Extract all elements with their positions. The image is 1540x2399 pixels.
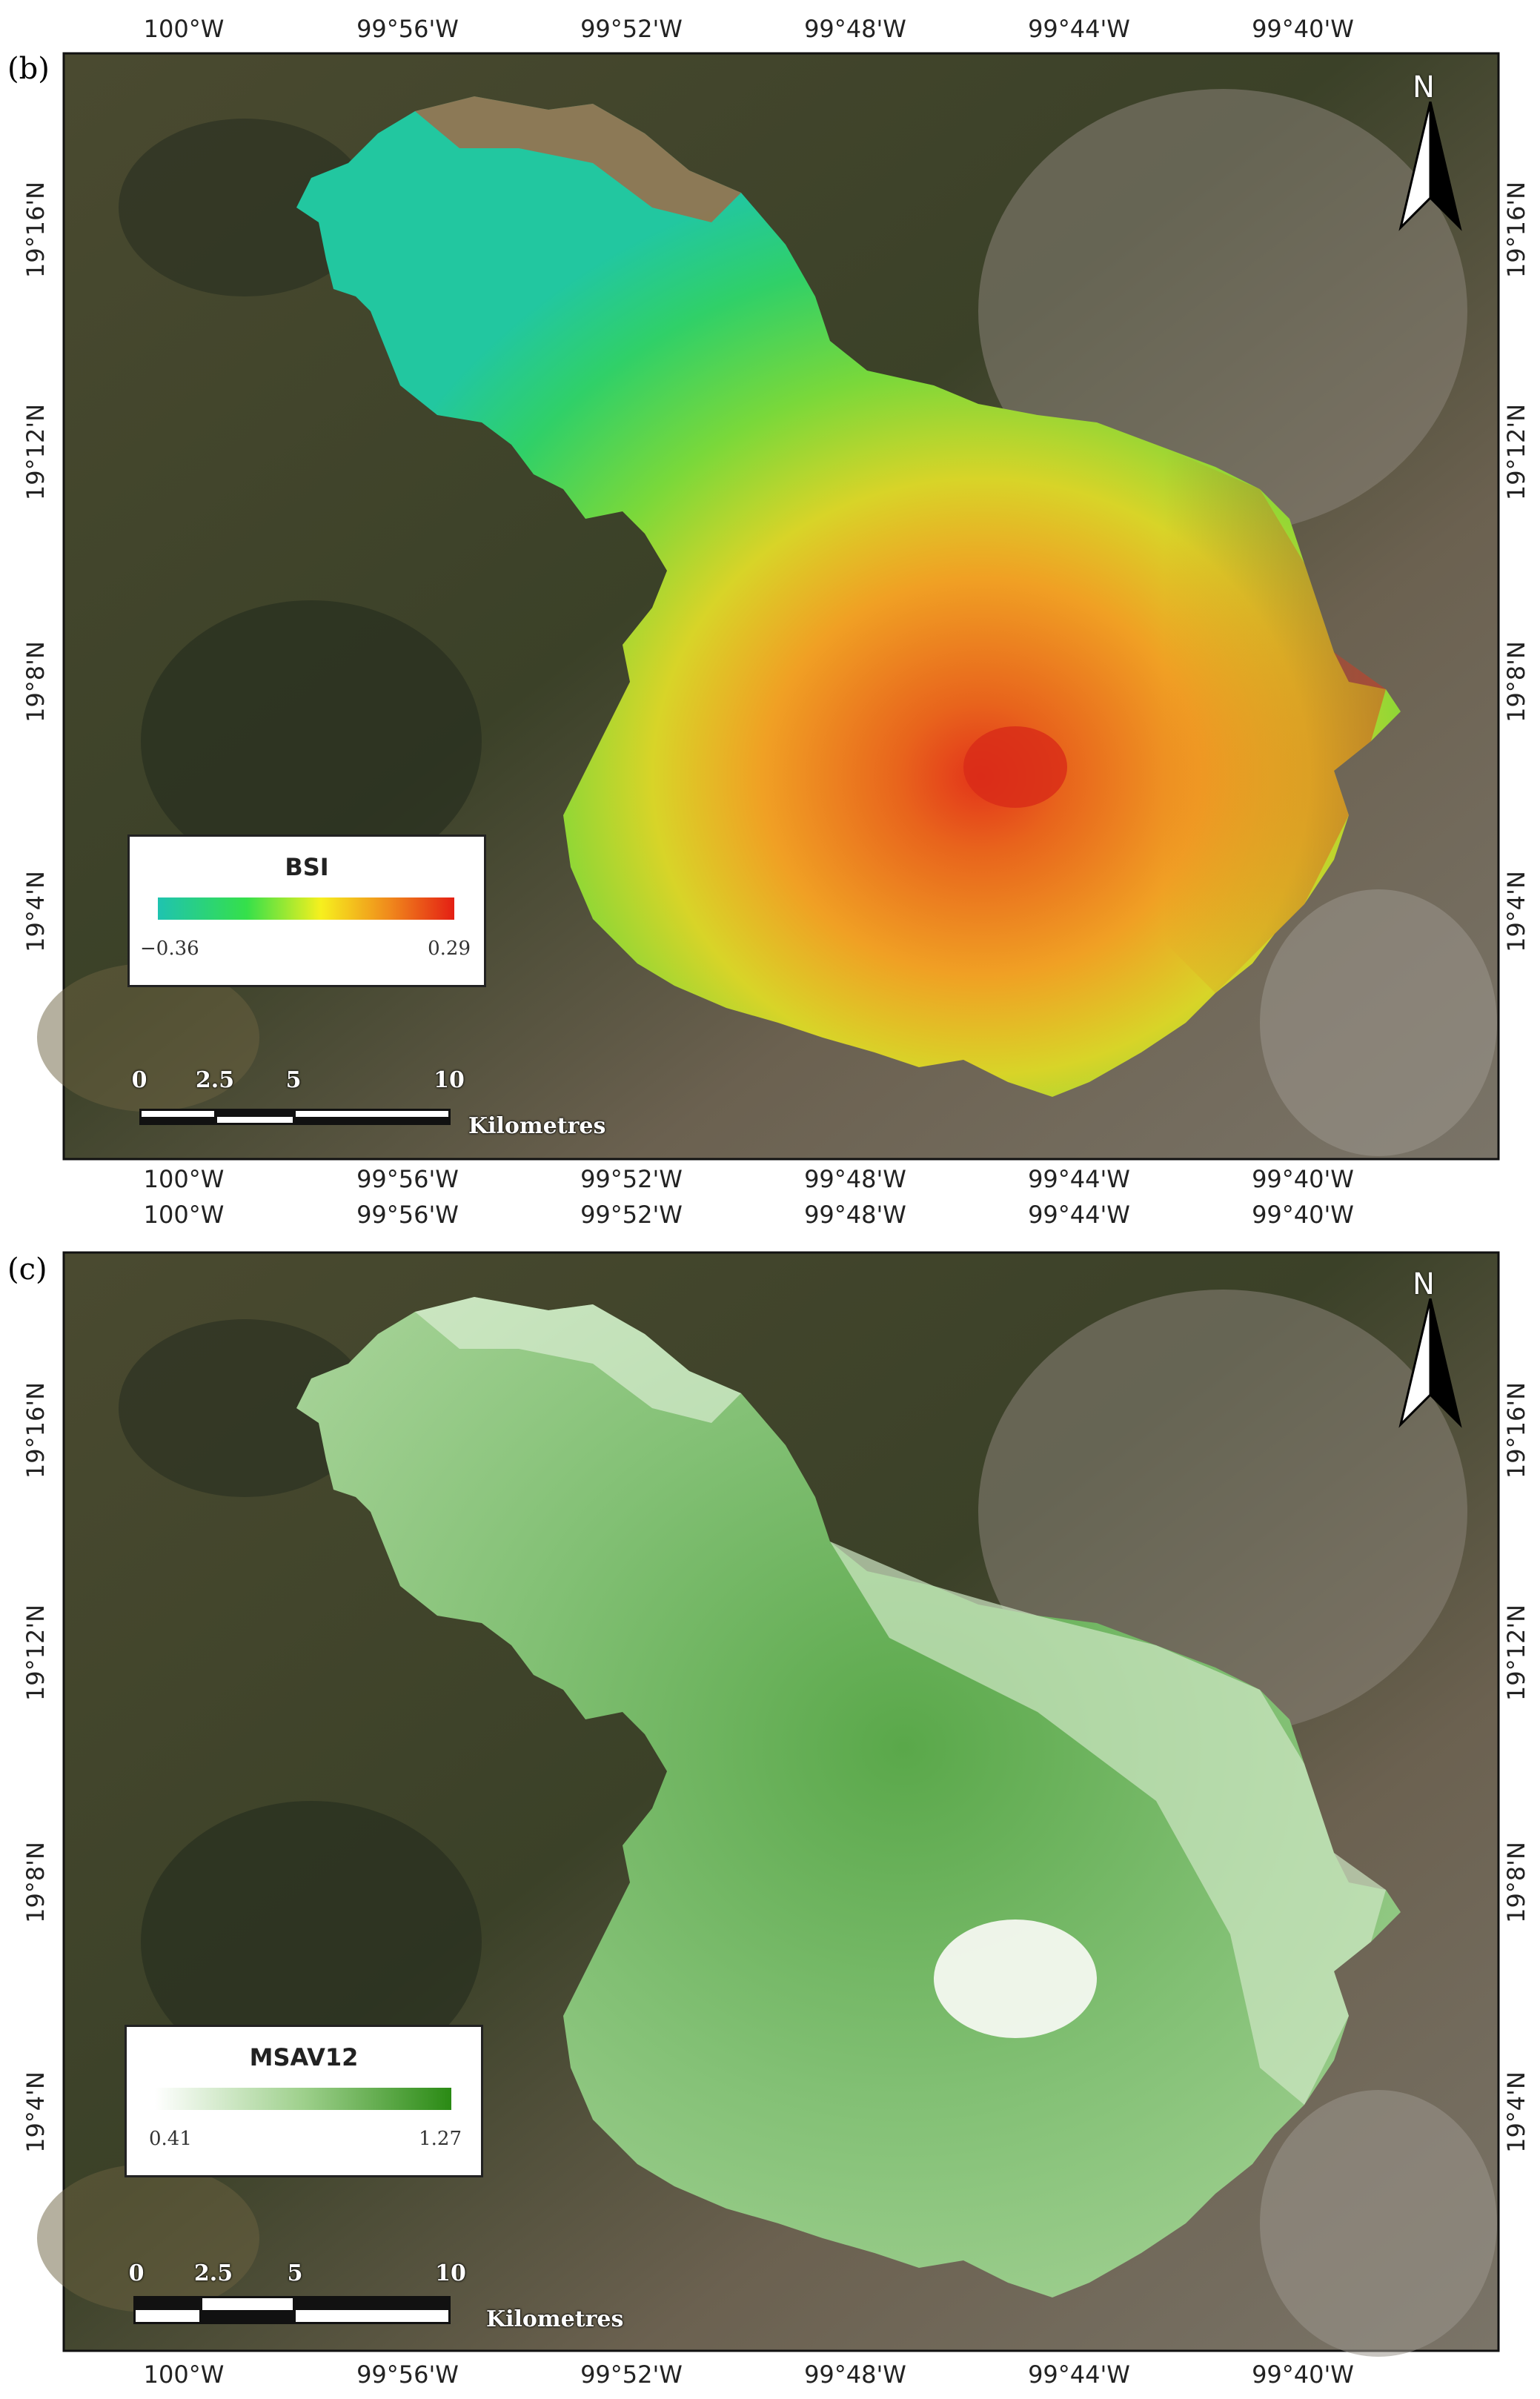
- scale-bar: 0 2.5 5 10 Kilometres: [131, 1067, 652, 1149]
- lon-tick-bottom: 99°40'W: [1252, 2360, 1354, 2389]
- scale-tick: 5: [287, 2260, 303, 2286]
- forest-patch: [119, 119, 371, 296]
- lon-tick-bottom: 99°44'W: [1028, 1165, 1130, 1193]
- legend-color-ramp: [158, 897, 454, 920]
- legend-max: 1.27: [419, 2128, 462, 2150]
- lat-tick-right: 19°8'N: [1502, 1842, 1530, 1923]
- farmland: [37, 2164, 259, 2312]
- bsi-overlay-north-rim: [415, 96, 741, 222]
- lon-tick-bottom: 99°56'W: [356, 1165, 459, 1193]
- panel-label: (b): [7, 52, 50, 86]
- lat-tick-right: 19°12'N: [1502, 1604, 1530, 1702]
- lon-tick-top: 99°56'W: [356, 15, 459, 43]
- scale-tick: 5: [285, 1067, 302, 1093]
- scale-segment: [133, 2296, 202, 2324]
- lon-tick-bottom: 99°44'W: [1028, 2360, 1130, 2389]
- lon-tick-bottom: 99°52'W: [580, 1165, 683, 1193]
- legend-bsi: BSI −0.36 0.29: [127, 834, 486, 987]
- lat-tick-right: 19°4'N: [1502, 2071, 1530, 2153]
- lat-tick-left: 19°4'N: [21, 871, 50, 952]
- map-frame-c: [37, 1251, 1500, 2357]
- lon-tick-bottom: 100°W: [143, 1165, 225, 1193]
- lat-tick-left: 19°8'N: [21, 1842, 50, 1923]
- lat-tick-left: 19°4'N: [21, 2071, 50, 2153]
- scale-segment: [293, 2296, 451, 2324]
- lat-tick-right: 19°16'N: [1502, 181, 1530, 279]
- scale-units: Kilometres: [468, 1113, 606, 1139]
- lat-tick-right: 19°12'N: [1502, 403, 1530, 501]
- lat-tick-left: 19°8'N: [21, 641, 50, 723]
- urban-area: [1260, 889, 1497, 1156]
- urban-area: [1260, 2090, 1497, 2357]
- scale-units: Kilometres: [486, 2306, 624, 2332]
- lon-tick-bottom: 99°48'W: [804, 1165, 906, 1193]
- lon-tick-bottom: 99°48'W: [804, 2360, 906, 2389]
- legend-msavi: MSAV12 0.41 1.27: [125, 2025, 483, 2177]
- north-label: N: [1413, 70, 1435, 104]
- scale-segment: [139, 1109, 216, 1125]
- panel-c: (c) 100°W 99°56'W 99°52'W 99°48'W 99°44'…: [0, 1193, 1540, 2399]
- scale-tick: 2.5: [193, 2260, 233, 2286]
- forest-patch: [119, 1319, 371, 1497]
- panel-b: (b) 100°W 99°56'W 99°52'W 99°48'W 99°44'…: [0, 0, 1540, 1193]
- lon-tick-top: 99°40'W: [1252, 15, 1354, 43]
- urban-area: [978, 89, 1467, 534]
- lat-tick-left: 19°16'N: [21, 181, 50, 279]
- lon-tick-top: 99°48'W: [804, 1201, 906, 1229]
- lon-tick-top: 99°52'W: [580, 1201, 683, 1229]
- lon-tick-top: 99°44'W: [1028, 15, 1130, 43]
- scale-tick: 0: [128, 2260, 145, 2286]
- lat-tick-left: 19°12'N: [21, 403, 50, 501]
- legend-min: 0.41: [149, 2128, 192, 2150]
- lon-tick-top: 100°W: [143, 15, 225, 43]
- lon-tick-top: 100°W: [143, 1201, 225, 1229]
- lat-tick-left: 19°16'N: [21, 1381, 50, 1479]
- lon-tick-bottom: 99°40'W: [1252, 1165, 1354, 1193]
- lon-tick-top: 99°40'W: [1252, 1201, 1354, 1229]
- lon-tick-top: 99°44'W: [1028, 1201, 1130, 1229]
- lon-tick-bottom: 100°W: [143, 2360, 225, 2389]
- legend-title: MSAV12: [249, 2043, 359, 2071]
- scale-segment: [293, 1109, 451, 1125]
- scale-tick: 2.5: [195, 1067, 235, 1093]
- lon-tick-bottom: 99°52'W: [580, 2360, 683, 2389]
- north-arrow-icon: [1398, 102, 1462, 231]
- urban-area: [978, 1290, 1467, 1734]
- bsi-crater: [963, 726, 1067, 808]
- lon-tick-top: 99°48'W: [804, 15, 906, 43]
- msavi-overlay-north-rim: [415, 1297, 741, 1423]
- lon-tick-bottom: 99°56'W: [356, 2360, 459, 2389]
- map-frame-b: [37, 52, 1500, 1161]
- msavi-overlay-east-rim: [830, 1542, 1386, 2105]
- forest-patch: [141, 1801, 482, 2083]
- legend-min: −0.36: [140, 938, 199, 960]
- forest-patch: [141, 600, 482, 882]
- farmland: [37, 963, 259, 1112]
- bsi-overlay-east-rim: [830, 341, 1386, 993]
- north-arrow: N: [1393, 70, 1467, 233]
- scale-tick: 10: [434, 1067, 465, 1093]
- msavi-overlay: [296, 1297, 1401, 2297]
- lon-tick-top: 99°52'W: [580, 15, 683, 43]
- panel-label: (c): [7, 1252, 47, 1287]
- scale-bar: 0 2.5 5 10 Kilometres: [128, 2260, 664, 2342]
- scale-tick: 0: [131, 1067, 147, 1093]
- msavi-summit: [934, 1919, 1097, 2038]
- legend-title: BSI: [285, 853, 329, 881]
- lat-tick-right: 19°4'N: [1502, 871, 1530, 952]
- scale-segment: [215, 1109, 295, 1125]
- legend-color-ramp: [155, 2088, 451, 2110]
- north-arrow: N: [1393, 1267, 1467, 1430]
- legend-max: 0.29: [428, 938, 471, 960]
- scale-tick: 10: [435, 2260, 466, 2286]
- lat-tick-left: 19°12'N: [21, 1604, 50, 1702]
- scale-segment: [200, 2296, 295, 2324]
- lat-tick-right: 19°8'N: [1502, 641, 1530, 723]
- lon-tick-top: 99°56'W: [356, 1201, 459, 1229]
- lat-tick-right: 19°16'N: [1502, 1381, 1530, 1479]
- north-label: N: [1413, 1267, 1435, 1301]
- north-arrow-icon: [1398, 1298, 1462, 1428]
